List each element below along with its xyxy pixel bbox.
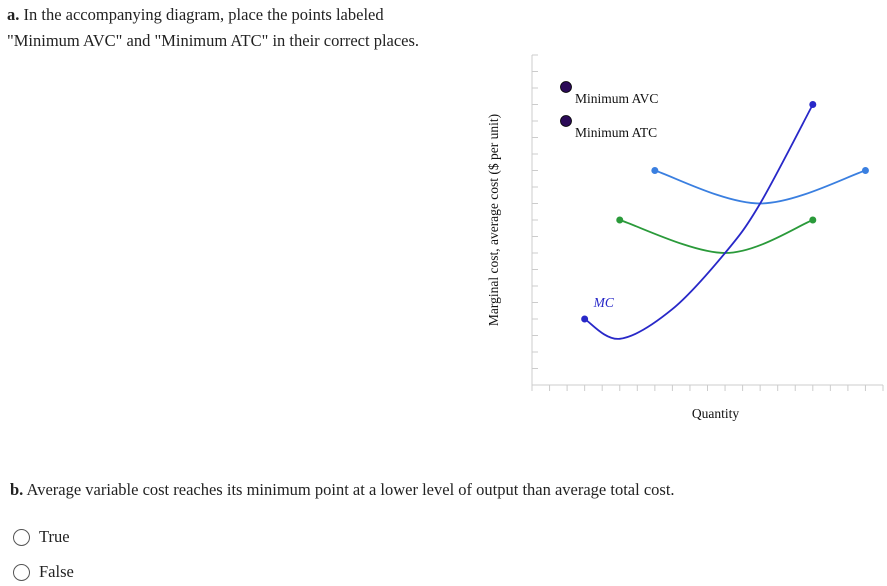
question-a-prefix: a. <box>7 5 20 24</box>
draggable-point-label: Minimum AVC <box>575 91 658 106</box>
cost-curve-1-endpoint-handle[interactable] <box>616 216 624 224</box>
draggable-point-label: Minimum ATC <box>575 125 657 140</box>
question-b: b. Average variable cost reaches its min… <box>10 480 675 500</box>
mc-curve-endpoint-handle[interactable] <box>581 315 589 323</box>
cost-curve-0-endpoint-handle[interactable] <box>861 167 869 174</box>
question-a-text: In the accompanying diagram, place the p… <box>7 5 420 50</box>
mc-curve <box>584 104 814 340</box>
cost-curve-1-endpoint-handle[interactable] <box>809 216 817 224</box>
option-false-label: False <box>39 562 74 581</box>
radio-true[interactable] <box>13 528 30 546</box>
y-axis-label: Marginal cost, average cost ($ per unit) <box>486 114 501 326</box>
option-false[interactable]: False <box>13 562 74 582</box>
mc-curve-label: MC <box>593 295 615 310</box>
option-true-label: True <box>39 527 70 546</box>
x-axis-label: Quantity <box>692 406 739 421</box>
option-true[interactable]: True <box>13 527 70 547</box>
question-a: a. In the accompanying diagram, place th… <box>7 2 427 54</box>
question-b-prefix: b. <box>10 480 24 499</box>
cost-curve-0-endpoint-handle[interactable] <box>651 167 659 174</box>
cost-curve-0 <box>654 169 866 205</box>
question-b-text: Average variable cost reaches its minimu… <box>23 480 675 499</box>
mc-curve-endpoint-handle[interactable] <box>809 101 817 108</box>
cost-curve-1 <box>619 219 814 254</box>
radio-false[interactable] <box>13 563 30 581</box>
cost-curves-chart: Quantity Marginal cost, average cost ($ p… <box>486 54 884 421</box>
draggable-point-min-avc[interactable] <box>560 81 572 93</box>
draggable-point-min-atc[interactable] <box>560 115 572 127</box>
